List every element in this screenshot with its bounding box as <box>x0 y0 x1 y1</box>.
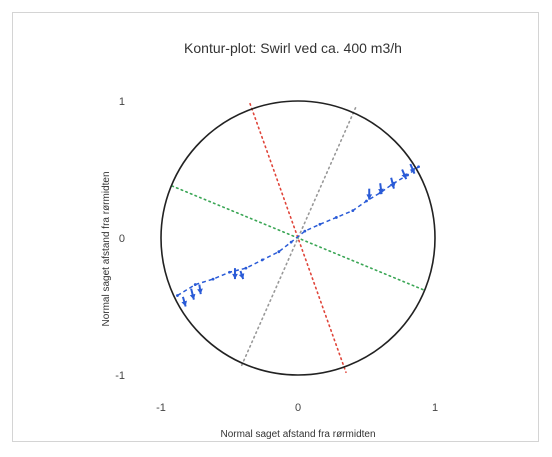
vector-head <box>401 173 407 180</box>
x-axis-label: Normal saget afstand fra rørmidten <box>220 429 375 440</box>
vector-arrow <box>238 270 245 280</box>
series-point <box>260 258 264 262</box>
reference-lines <box>171 102 425 374</box>
reference-line-2 <box>239 107 357 369</box>
series-point <box>334 216 338 219</box>
vector-arrow <box>389 177 396 189</box>
series-layer <box>176 165 420 297</box>
y-tick-label: 0 <box>119 233 125 245</box>
chart-frame: Kontur-plot: Swirl ved ca. 400 m3/h -1 0 1… <box>12 12 539 442</box>
series-point <box>406 173 409 177</box>
chart-title: Kontur-plot: Swirl ved ca. 400 m3/h <box>184 40 402 56</box>
contour-chart: Kontur-plot: Swirl ved ca. 400 m3/h -1 0 1… <box>101 40 438 440</box>
vector-arrow <box>401 169 408 180</box>
vector-head <box>389 182 396 189</box>
series-point <box>277 250 281 254</box>
y-tick-label: 1 <box>119 96 125 108</box>
vector-head <box>366 194 373 200</box>
boundary-circle <box>160 100 436 376</box>
vector-head <box>409 167 416 174</box>
vector-arrow <box>197 284 203 295</box>
vector-arrow <box>378 183 384 195</box>
series-point <box>365 199 368 203</box>
vector-arrow <box>232 268 238 280</box>
vector-head <box>189 293 196 300</box>
x-tick-labels: -1 0 1 <box>156 402 438 414</box>
y-axis-label: Normal saget afstand fra rørmidten <box>101 171 112 326</box>
y-tick-labels: 1 0 -1 <box>115 96 125 382</box>
vector-head <box>238 273 245 280</box>
series-point <box>318 222 322 226</box>
series-point <box>228 270 231 274</box>
x-tick-label: 0 <box>295 402 301 414</box>
x-tick-label: -1 <box>156 402 166 414</box>
vector-arrow <box>189 288 196 300</box>
series-point <box>289 240 293 244</box>
series-point <box>351 209 355 213</box>
vector-arrow <box>181 296 187 307</box>
reference-line-1 <box>171 185 425 291</box>
vector-head <box>181 300 187 307</box>
series-line-0 <box>177 166 420 297</box>
vector-head <box>378 188 384 195</box>
series-point <box>244 266 248 270</box>
series-point <box>303 229 307 233</box>
y-tick-label: -1 <box>115 370 125 382</box>
series-point <box>417 165 420 169</box>
x-tick-label: 1 <box>432 402 438 414</box>
vector-arrow <box>409 163 416 175</box>
series-point <box>211 277 215 281</box>
vector-layer <box>181 163 416 307</box>
vector-arrow <box>366 188 373 200</box>
vector-head <box>197 288 203 295</box>
series-point <box>176 294 179 297</box>
series-point <box>193 283 197 286</box>
vector-head <box>232 273 238 280</box>
